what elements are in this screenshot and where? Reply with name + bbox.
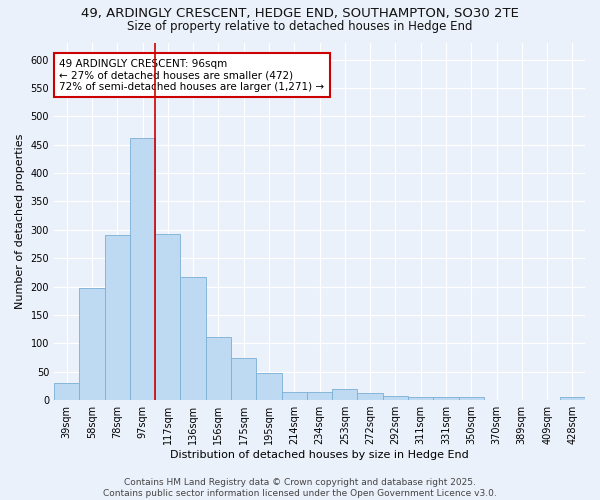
Bar: [307, 392, 332, 400]
Bar: [332, 388, 358, 400]
Bar: [256, 374, 281, 400]
Text: Size of property relative to detached houses in Hedge End: Size of property relative to detached ho…: [127, 20, 473, 33]
Bar: [383, 396, 408, 400]
Bar: [130, 138, 155, 400]
Bar: [281, 392, 307, 400]
Bar: [155, 234, 181, 400]
Bar: [104, 236, 130, 400]
Bar: [231, 358, 256, 400]
Bar: [181, 277, 206, 400]
Bar: [408, 397, 433, 400]
X-axis label: Distribution of detached houses by size in Hedge End: Distribution of detached houses by size …: [170, 450, 469, 460]
Text: 49 ARDINGLY CRESCENT: 96sqm
← 27% of detached houses are smaller (472)
72% of se: 49 ARDINGLY CRESCENT: 96sqm ← 27% of det…: [59, 58, 325, 92]
Text: Contains HM Land Registry data © Crown copyright and database right 2025.
Contai: Contains HM Land Registry data © Crown c…: [103, 478, 497, 498]
Text: 49, ARDINGLY CRESCENT, HEDGE END, SOUTHAMPTON, SO30 2TE: 49, ARDINGLY CRESCENT, HEDGE END, SOUTHA…: [81, 8, 519, 20]
Bar: [358, 394, 383, 400]
Y-axis label: Number of detached properties: Number of detached properties: [15, 134, 25, 309]
Bar: [79, 288, 104, 400]
Bar: [54, 383, 79, 400]
Bar: [458, 397, 484, 400]
Bar: [206, 336, 231, 400]
Bar: [433, 397, 458, 400]
Bar: [560, 397, 585, 400]
